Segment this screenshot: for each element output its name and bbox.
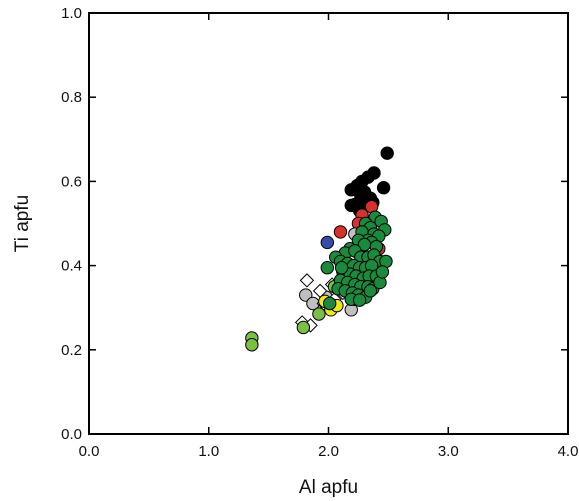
- y-tick-label: 0.6: [61, 173, 82, 190]
- x-tick-label: 0.0: [79, 443, 100, 460]
- y-axis-title: Ti apfu: [12, 195, 33, 252]
- x-tick-label: 2.0: [318, 443, 339, 460]
- y-tick-label: 1.0: [61, 5, 82, 22]
- y-tick-label: 0.8: [61, 89, 82, 106]
- x-tick-label: 1.0: [198, 443, 219, 460]
- data-point: [245, 338, 259, 352]
- data-point: [296, 320, 311, 335]
- data-point: [333, 225, 348, 239]
- data-point: [299, 288, 313, 302]
- plot-frame: [88, 12, 569, 435]
- x-tick-label: 4.0: [558, 443, 579, 460]
- data-point: [334, 261, 349, 275]
- data-point: [352, 293, 367, 307]
- data-point: [380, 146, 394, 160]
- data-point: [344, 183, 358, 197]
- x-tick-label: 3.0: [438, 443, 459, 460]
- axis-ticks: 0.0 1.0 2.0 3.0 4.0 0.0 0.2 0.4 0.6 0.8 1.0: [61, 5, 578, 460]
- points-layer: [245, 146, 394, 352]
- data-point-diamond: [299, 273, 315, 288]
- y-tick-label: 0.4: [61, 258, 82, 275]
- data-point: [312, 307, 326, 321]
- data-point: [322, 296, 337, 311]
- data-point: [320, 261, 335, 275]
- data-point: [376, 181, 391, 195]
- data-point: [320, 235, 335, 250]
- y-tick-label: 0.2: [61, 342, 82, 359]
- x-axis-title: Al apfu: [299, 477, 358, 498]
- data-point: [375, 265, 390, 279]
- y-tick-label: 0.0: [61, 426, 82, 443]
- data-point: [363, 284, 378, 298]
